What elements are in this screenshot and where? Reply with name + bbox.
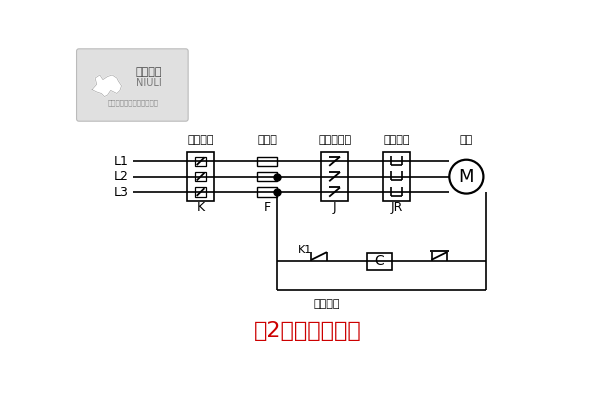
Text: JR: JR — [391, 201, 403, 214]
Text: L2: L2 — [114, 170, 129, 183]
Text: K1: K1 — [298, 245, 313, 255]
Text: 热继电器: 热继电器 — [383, 135, 410, 145]
Circle shape — [449, 160, 484, 193]
Bar — [195, 172, 206, 181]
Text: 马达: 马达 — [460, 135, 473, 145]
Bar — [383, 152, 410, 201]
Text: NIULI: NIULI — [136, 78, 161, 89]
Text: 交流接触器: 交流接触器 — [318, 135, 351, 145]
Bar — [367, 253, 392, 270]
FancyBboxPatch shape — [77, 49, 188, 121]
Text: C: C — [374, 255, 385, 268]
Text: L3: L3 — [114, 186, 129, 199]
Text: 图2：电气原理图: 图2：电气原理图 — [254, 321, 361, 341]
Bar — [257, 188, 277, 197]
Bar — [257, 172, 277, 181]
Bar — [195, 157, 206, 166]
Bar — [257, 157, 277, 166]
Text: 牛力机械: 牛力机械 — [136, 67, 162, 77]
Bar — [195, 188, 206, 197]
Text: M: M — [458, 167, 474, 186]
Polygon shape — [92, 75, 121, 97]
Text: 上海牛力机械设备有限公司: 上海牛力机械设备有限公司 — [107, 99, 158, 106]
Text: 电源开关: 电源开关 — [187, 135, 214, 145]
Text: 保险丝: 保险丝 — [257, 135, 277, 145]
Bar — [322, 152, 348, 201]
Text: K: K — [196, 201, 205, 214]
Text: L1: L1 — [114, 155, 129, 168]
Bar — [187, 152, 214, 201]
Text: 电源开关: 电源开关 — [314, 299, 340, 309]
Text: J: J — [333, 201, 337, 214]
Text: F: F — [263, 201, 271, 214]
